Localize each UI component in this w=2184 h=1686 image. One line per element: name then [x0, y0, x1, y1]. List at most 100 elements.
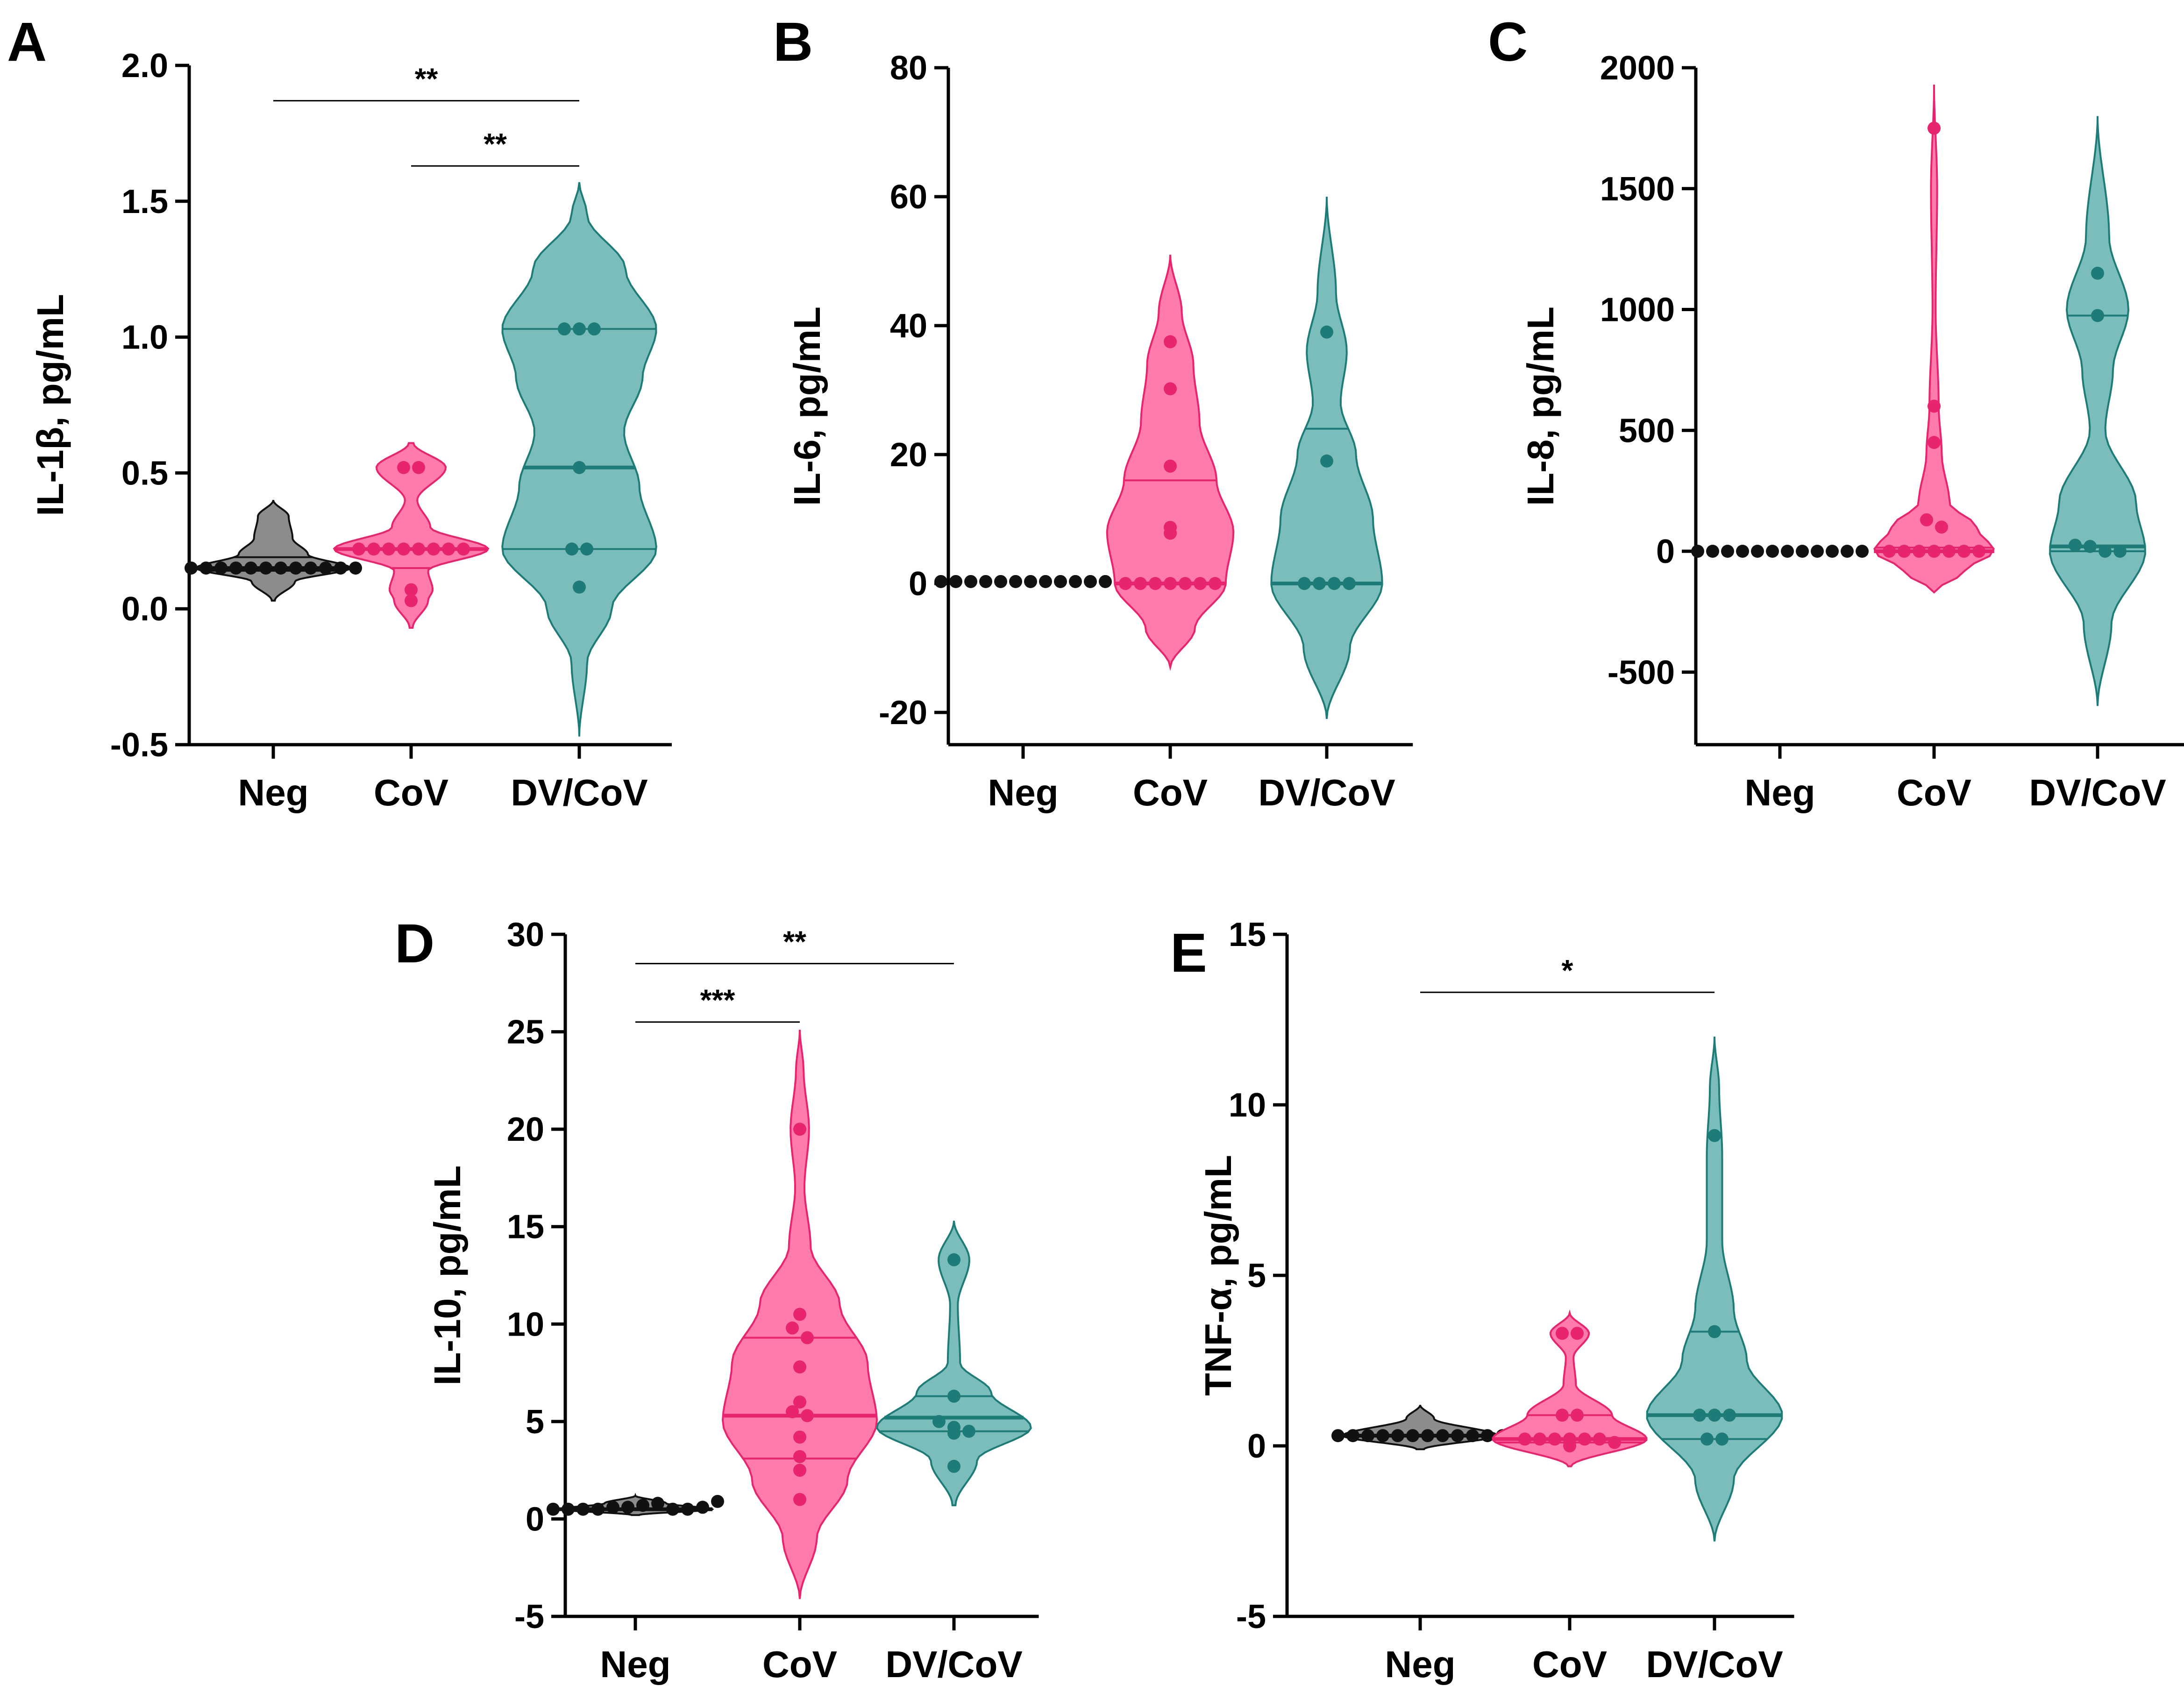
- data-point: [304, 561, 317, 575]
- x-category-label: Neg: [238, 772, 308, 813]
- data-point: [274, 561, 287, 575]
- data-point: [565, 542, 578, 556]
- data-point: [1099, 575, 1112, 588]
- data-point: [1811, 545, 1824, 558]
- data-point: [289, 561, 302, 575]
- data-point: [1069, 575, 1082, 588]
- data-point: [199, 561, 213, 575]
- x-category-label: CoV: [374, 772, 448, 813]
- y-tick-label: 2.0: [121, 47, 168, 85]
- data-point: [382, 542, 395, 556]
- data-point: [367, 542, 380, 556]
- y-tick-label: 60: [890, 178, 927, 216]
- y-tick-label: 15: [1229, 916, 1266, 953]
- data-point: [636, 1499, 649, 1512]
- data-point: [1928, 399, 1941, 413]
- data-point: [1796, 545, 1809, 558]
- data-point: [259, 561, 272, 575]
- y-tick-label: 10: [1229, 1087, 1266, 1124]
- data-point: [1481, 1429, 1494, 1443]
- data-point: [793, 1123, 806, 1136]
- y-tick-label: 1.0: [121, 319, 168, 356]
- data-point: [1328, 577, 1341, 590]
- data-point: [1518, 1432, 1531, 1446]
- data-point: [1723, 1409, 1736, 1422]
- data-point: [1039, 575, 1052, 588]
- data-point: [405, 583, 418, 597]
- data-point: [1009, 575, 1022, 588]
- y-tick-label: 25: [507, 1014, 544, 1051]
- y-tick-label: 1500: [1600, 171, 1675, 208]
- data-point: [562, 1502, 575, 1516]
- y-tick-label: 10: [507, 1306, 544, 1343]
- data-point: [1898, 545, 1911, 558]
- data-point: [1736, 545, 1749, 558]
- y-tick-label: 0.0: [121, 590, 168, 628]
- panel-e-tnfa: E -5 0 5 10 15 TNF-α, pg/mL Neg CoV DV/CoV *: [1170, 916, 1794, 1685]
- significance-label: **: [783, 925, 806, 959]
- data-point: [1343, 577, 1356, 590]
- data-point: [1164, 459, 1177, 473]
- y-tick-label: 20: [890, 436, 927, 474]
- data-point: [1331, 1429, 1345, 1443]
- data-point: [621, 1501, 634, 1514]
- y-tick-label: 5: [526, 1403, 544, 1441]
- data-point: [1593, 1432, 1606, 1446]
- data-point: [1084, 575, 1097, 588]
- data-point: [349, 561, 362, 575]
- panel-letter: A: [7, 11, 47, 73]
- data-point: [1721, 545, 1734, 558]
- data-point: [1691, 545, 1704, 558]
- data-point: [1781, 545, 1794, 558]
- data-point: [591, 1502, 605, 1516]
- data-point: [1751, 545, 1764, 558]
- y-tick-label: 1.5: [121, 183, 168, 221]
- data-point: [1556, 1327, 1569, 1340]
- data-point: [427, 542, 440, 556]
- y-tick-label: 0: [1247, 1428, 1266, 1465]
- y-tick-label: -5: [514, 1598, 544, 1636]
- y-tick-label: -500: [1608, 654, 1675, 691]
- x-category-label: Neg: [1744, 772, 1815, 813]
- data-point: [1421, 1429, 1434, 1443]
- data-point: [397, 542, 410, 556]
- data-point: [547, 1502, 560, 1516]
- data-point: [405, 594, 418, 607]
- data-point: [947, 1459, 960, 1473]
- data-point: [2069, 539, 2082, 552]
- y-tick-label: 5: [1247, 1257, 1266, 1295]
- x-category-label: Neg: [600, 1643, 670, 1685]
- data-point: [352, 542, 365, 556]
- data-point: [979, 575, 992, 588]
- y-tick-label: 0: [909, 565, 927, 603]
- data-point: [793, 1464, 806, 1477]
- y-tick-label: 2000: [1600, 50, 1675, 87]
- y-axis-title: TNF-α, pg/mL: [1197, 1155, 1239, 1396]
- data-point: [397, 461, 410, 474]
- data-point: [1856, 545, 1869, 558]
- data-point: [1194, 577, 1207, 590]
- panel-letter: E: [1170, 922, 1207, 984]
- x-category-label: DV/CoV: [511, 772, 647, 813]
- x-category-label: DV/CoV: [1258, 772, 1395, 813]
- data-point: [1708, 1409, 1721, 1422]
- panel-a-il1b: A -0.5 0.0 0.5 1.0 1.5 2.0 IL-1β, pg/mL Neg CoV DV…: [7, 11, 672, 813]
- data-point: [185, 561, 198, 575]
- x-category-label: CoV: [762, 1643, 837, 1685]
- data-point: [994, 575, 1007, 588]
- data-point: [681, 1502, 694, 1516]
- data-point: [606, 1501, 619, 1514]
- y-tick-label: 0: [526, 1501, 544, 1538]
- y-tick-label: 30: [507, 916, 544, 953]
- data-point: [1054, 575, 1067, 588]
- data-point: [573, 461, 586, 474]
- data-point: [214, 561, 228, 575]
- data-point: [2113, 545, 2127, 558]
- data-point: [1451, 1429, 1464, 1443]
- panel-b-il6: B -20 0 20 40 60 80 IL-6, pg/mL Neg CoV DV/CoV: [773, 11, 1413, 813]
- data-point: [558, 322, 571, 336]
- x-category-label: DV/CoV: [1646, 1643, 1783, 1685]
- data-point: [1935, 520, 1948, 534]
- x-category-label: CoV: [1133, 772, 1208, 813]
